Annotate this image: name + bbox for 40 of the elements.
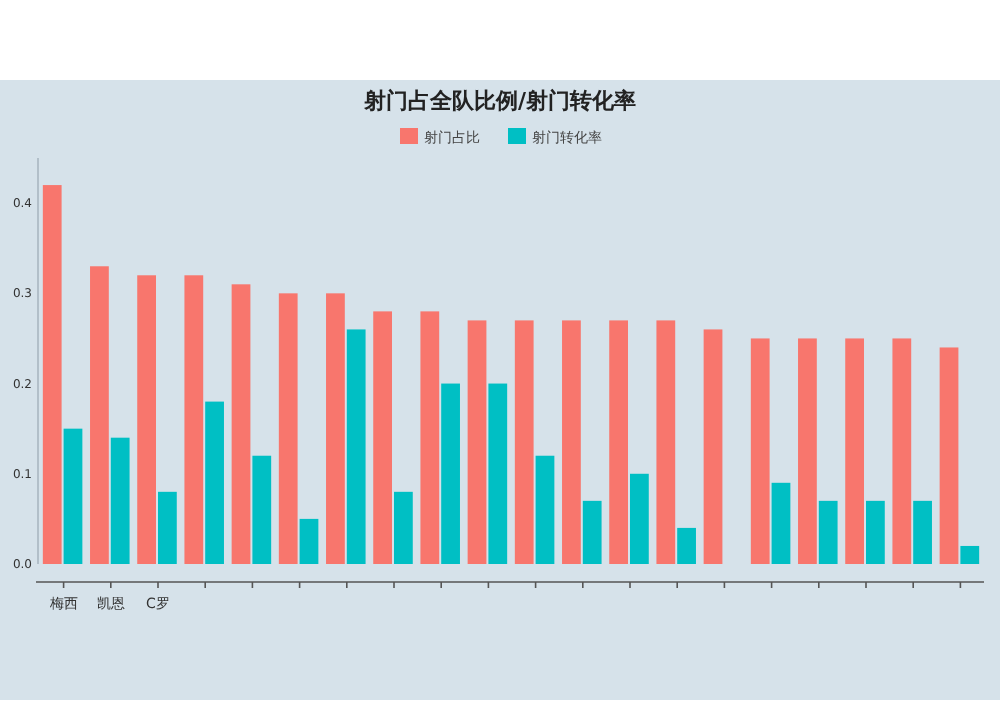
bar (960, 545, 980, 564)
bar (939, 347, 959, 564)
bar (866, 500, 885, 564)
bar (278, 293, 298, 564)
bar (562, 320, 581, 564)
bar (703, 329, 723, 564)
bar (656, 320, 676, 564)
bar (299, 518, 319, 564)
bar (677, 527, 696, 564)
bar (137, 275, 156, 564)
bar (110, 437, 130, 564)
bar (467, 320, 487, 564)
bar (420, 311, 440, 564)
bar (630, 473, 649, 564)
bar (771, 482, 791, 564)
bar (913, 500, 932, 564)
chart-title: 射门占全队比例/射门转化率 (361, 88, 637, 114)
bar (441, 383, 460, 564)
bar (326, 293, 345, 564)
bar (892, 338, 912, 564)
bar (205, 401, 224, 564)
bar (42, 185, 62, 564)
bar (373, 311, 392, 564)
bar (488, 383, 508, 564)
bar (63, 428, 83, 564)
bar (90, 266, 109, 564)
bar (394, 491, 413, 564)
bar (252, 455, 272, 564)
bar (184, 275, 204, 564)
bar (231, 284, 251, 564)
bar (609, 320, 628, 564)
bar (535, 455, 555, 564)
bar (818, 500, 838, 564)
bar (798, 338, 817, 564)
bar (158, 491, 177, 564)
bar (845, 338, 864, 564)
bar (346, 329, 366, 564)
bar (514, 320, 534, 564)
bar (750, 338, 770, 564)
bar (582, 500, 602, 564)
